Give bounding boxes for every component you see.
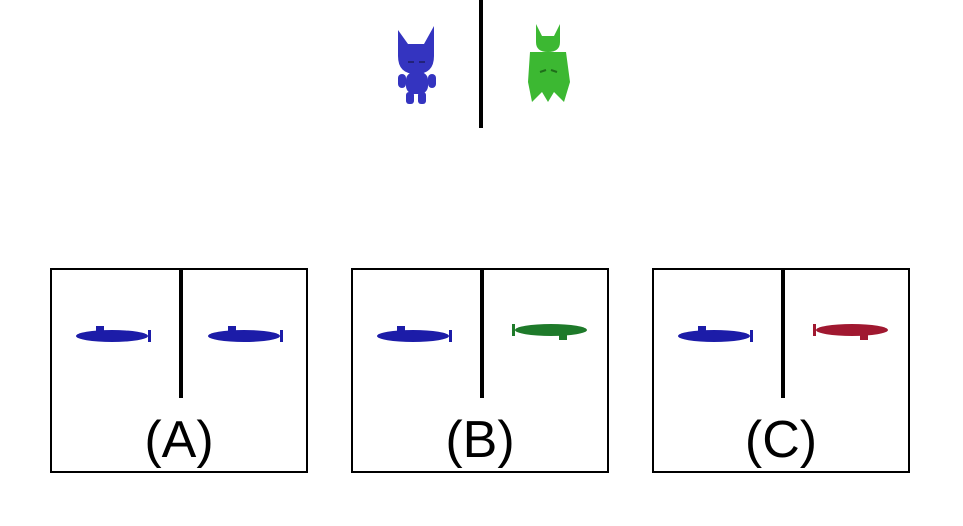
green-horned-creature-icon — [528, 24, 570, 102]
option-a[interactable]: (A) — [50, 268, 308, 473]
option-b-label: (B) — [445, 411, 515, 469]
option-b[interactable]: (B) — [351, 268, 609, 473]
option-c[interactable]: (C) — [652, 268, 910, 473]
option-a-divider — [179, 270, 183, 398]
green-submarine-flipped-icon — [512, 324, 587, 340]
blue-cat-creature-icon — [398, 26, 436, 104]
option-c-divider — [781, 270, 785, 398]
blue-submarine-icon — [377, 326, 452, 342]
red-submarine-flipped-icon — [813, 324, 888, 340]
blue-submarine-icon — [678, 326, 753, 342]
reference-divider — [479, 0, 483, 128]
option-c-label: (C) — [744, 411, 818, 469]
blue-submarine-icon — [208, 326, 283, 342]
blue-submarine-icon — [76, 326, 151, 342]
option-b-divider — [480, 270, 484, 398]
option-a-label: (A) — [144, 411, 214, 469]
